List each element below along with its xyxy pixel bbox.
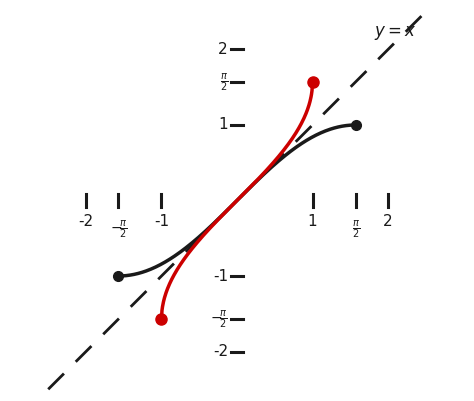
Text: $-\!\frac{\pi}{2}$: $-\!\frac{\pi}{2}$: [109, 218, 127, 240]
Text: 2: 2: [383, 214, 393, 229]
Text: -1: -1: [213, 269, 228, 284]
Text: $\frac{\pi}{2}$: $\frac{\pi}{2}$: [352, 218, 360, 240]
Text: -2: -2: [213, 344, 228, 359]
Text: 1: 1: [308, 214, 317, 229]
Text: 2: 2: [219, 42, 228, 57]
Text: $y = x$: $y = x$: [374, 24, 417, 42]
Text: $\frac{\pi}{2}$: $\frac{\pi}{2}$: [220, 71, 228, 93]
Text: -1: -1: [154, 214, 169, 229]
Text: 1: 1: [219, 117, 228, 132]
Text: -2: -2: [78, 214, 93, 229]
Text: $-\!\frac{\pi}{2}$: $-\!\frac{\pi}{2}$: [210, 308, 228, 330]
